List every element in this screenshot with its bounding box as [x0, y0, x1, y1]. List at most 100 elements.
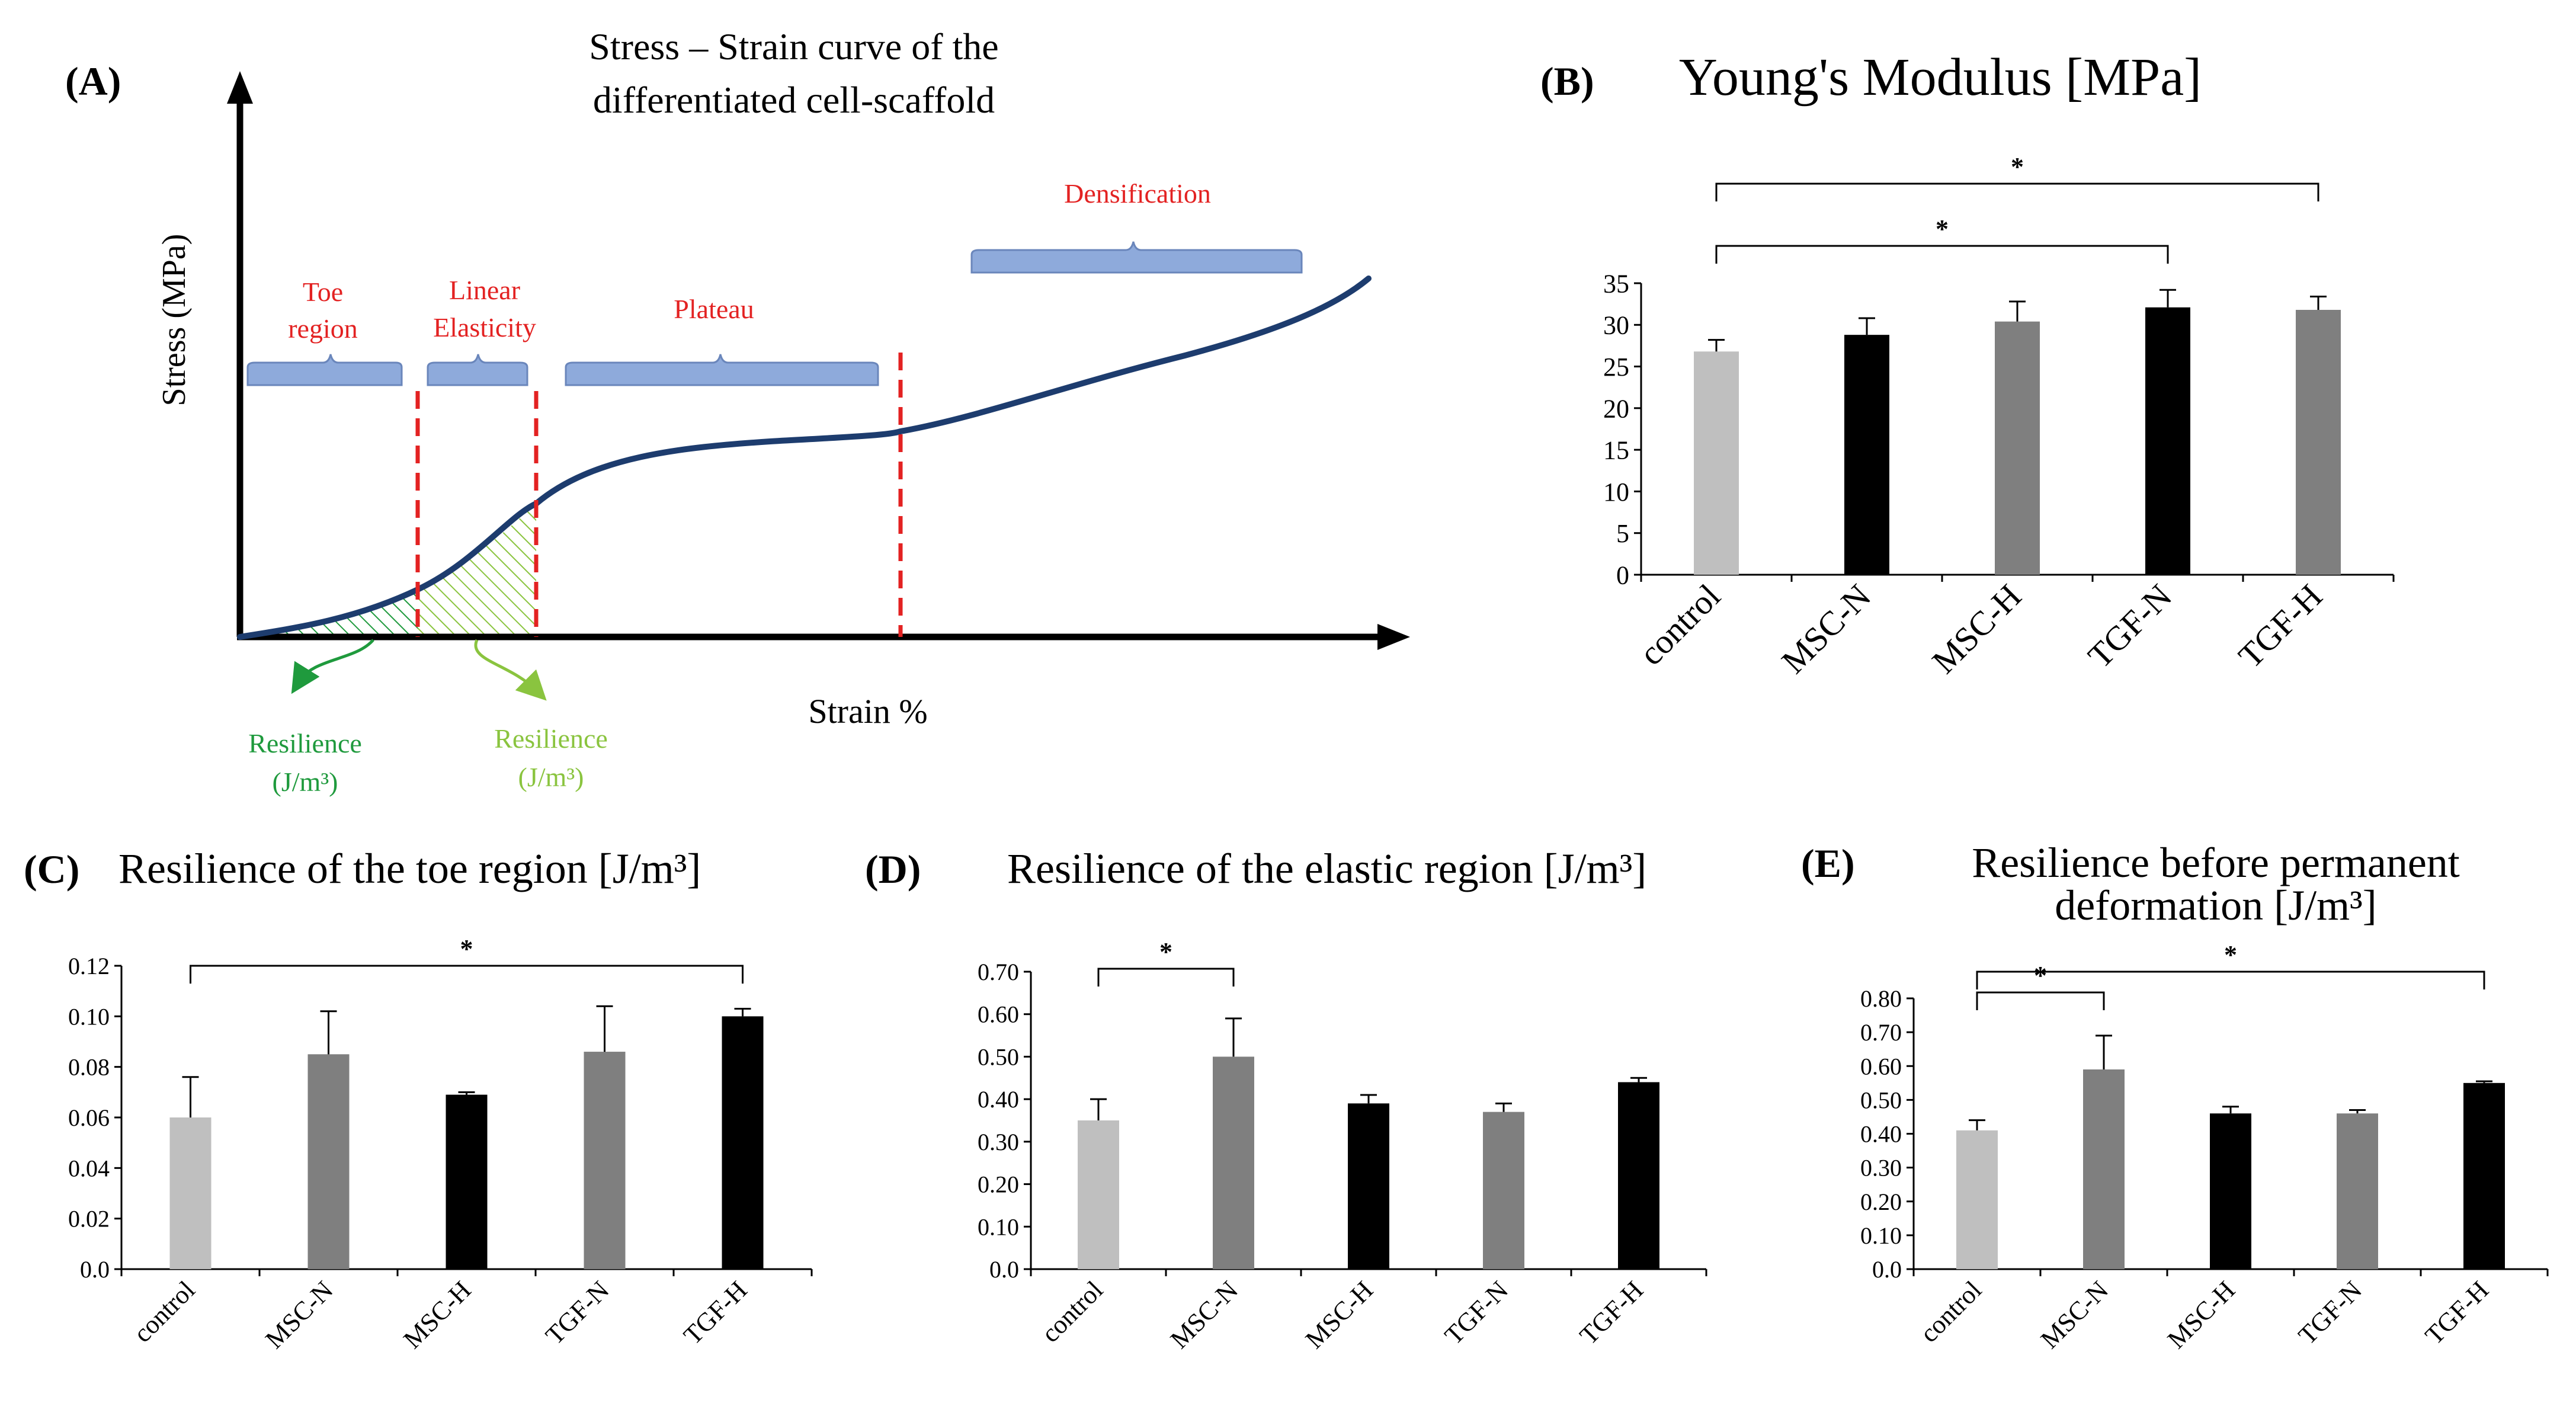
significance-star: * [1936, 214, 1949, 244]
densification-brace [970, 241, 1303, 274]
bar-tgf-h [1618, 1082, 1659, 1269]
linear-label-line2: Elasticity [433, 312, 536, 342]
y-tick-label: 0.30 [978, 1129, 1019, 1155]
y-tick-label: 0.30 [1860, 1155, 1902, 1181]
y-tick-label: 0.20 [1860, 1189, 1902, 1215]
bar-tgf-h [2296, 309, 2341, 575]
category-label-control: control [1036, 1275, 1108, 1348]
category-label-msc-h: MSC-H [1924, 577, 2029, 681]
resilience-toe-line1: Resilience [248, 728, 362, 758]
y-tick-label: 0.10 [68, 1003, 110, 1030]
category-label-msc-h: MSC-H [2162, 1275, 2241, 1354]
a-x-axis-label: Strain % [808, 692, 927, 731]
resilience-linear-line1: Resilience [494, 723, 608, 754]
toe-hatch-area [240, 590, 418, 637]
y-tick-label: 0.20 [978, 1171, 1019, 1198]
resilience-toe-arrow [291, 639, 374, 694]
significance-star: * [460, 934, 473, 963]
bar-tgf-n [1483, 1112, 1524, 1269]
panel-c-chart: (C) Resilience of the toe region [J/m³] 0.… [24, 845, 813, 1354]
bar-control [169, 1117, 212, 1269]
y-tick-label: 0.06 [68, 1104, 110, 1131]
y-tick-label: 0.08 [68, 1054, 110, 1081]
category-label-tgf-n: TGF-N [1439, 1275, 1514, 1350]
a-y-axis-label: Stress (MPa) [156, 234, 193, 406]
toe-brace [246, 354, 403, 386]
bar-control [1956, 1130, 1998, 1269]
chart-title: Resilience of the toe region [J/m³] [118, 845, 701, 892]
category-label-control: control [1632, 577, 1728, 672]
y-tick-label: 0.0 [1872, 1256, 1902, 1283]
significance-bracket [1715, 245, 2169, 264]
significance-bracket [1097, 968, 1235, 987]
bar-tgf-n [2337, 1113, 2378, 1269]
category-label-tgf-n: TGF-N [2080, 577, 2179, 675]
category-label-msc-n: MSC-N [1774, 577, 1878, 681]
y-tick-label: 0.70 [1860, 1019, 1902, 1046]
category-label-msc-h: MSC-H [1300, 1275, 1379, 1354]
plateau-label: Plateau [674, 294, 754, 324]
y-tick-label: 0.04 [68, 1155, 110, 1181]
panel-e-chart: (E) Resilience before permanentdeformatio… [1801, 839, 2549, 1354]
bar-tgf-h [2463, 1082, 2505, 1269]
densification-label: Densification [1064, 178, 1211, 209]
significance-star: * [2224, 940, 2237, 969]
toe-label-line2: region [288, 313, 358, 344]
bar-msc-n [307, 1054, 350, 1269]
panel-d-label: (D) [865, 847, 921, 892]
y-tick-label: 0.70 [978, 959, 1019, 985]
bar-tgf-n [2145, 307, 2190, 575]
category-label-msc-n: MSC-N [259, 1275, 338, 1354]
category-label-msc-n: MSC-N [2035, 1275, 2114, 1354]
panel-a-label: (A) [65, 59, 121, 104]
significance-star: * [1159, 937, 1172, 966]
panel-a-title-line2: differentiated cell-scaffold [593, 79, 995, 121]
resilience-linear-arrow [474, 639, 547, 701]
linear-hatch-area [418, 504, 536, 637]
y-tick-label: 10 [1603, 478, 1629, 507]
y-tick-label: 0.40 [978, 1086, 1019, 1113]
y-tick-label: 15 [1603, 436, 1629, 465]
chart-title: Resilience of the elastic region [J/m³] [1007, 845, 1646, 892]
y-tick-label: 5 [1616, 519, 1629, 548]
bar-tgf-h [722, 1016, 764, 1269]
y-tick-label: 0.02 [68, 1206, 110, 1232]
panel-b-label: (B) [1540, 59, 1594, 104]
panel-b-chart: (B) Young's Modulus [MPa] 0 5 10 15 20 25 30 35 co… [1540, 48, 2395, 681]
bar-control [1694, 351, 1739, 575]
significance-star: * [2034, 961, 2047, 990]
a-x-axis-arrow [1377, 624, 1410, 650]
y-tick-label: 0.80 [1860, 985, 1902, 1012]
significance-star: * [2011, 152, 2024, 181]
y-tick-label: 0.10 [978, 1213, 1019, 1240]
resilience-toe-line2: (J/m³) [273, 767, 338, 797]
bar-msc-h [2210, 1113, 2251, 1269]
category-label-tgf-h: TGF-H [2231, 577, 2330, 675]
panel-d-chart: (D) Resilience of the elastic region [J/m… [865, 845, 1707, 1354]
toe-label-line1: Toe [303, 277, 343, 307]
significance-bracket [1976, 971, 2485, 989]
y-tick-label: 20 [1603, 394, 1629, 423]
y-tick-label: 0.10 [1860, 1222, 1902, 1249]
linear-label-line1: Linear [449, 275, 520, 305]
y-tick-label: 0.12 [68, 953, 110, 979]
a-y-axis-arrow [227, 71, 253, 104]
significance-bracket [190, 965, 744, 984]
category-label-control: control [1914, 1275, 1987, 1348]
chart-title-line1: Resilience before permanent [1972, 839, 2460, 886]
y-tick-label: 0.60 [1860, 1053, 1902, 1080]
significance-bracket [1715, 182, 2319, 201]
chart-title: Young's Modulus [MPa] [1679, 48, 2202, 107]
panel-a: (A) Stress – Strain curve of the differe… [65, 25, 1410, 797]
y-tick-label: 0 [1616, 561, 1629, 590]
y-tick-label: 25 [1603, 353, 1629, 382]
panel-c-label: (C) [24, 847, 79, 892]
y-tick-label: 0.40 [1860, 1121, 1902, 1148]
panel-e-label: (E) [1801, 841, 1855, 886]
bar-msc-n [1213, 1056, 1254, 1269]
category-label-msc-n: MSC-N [1165, 1275, 1244, 1354]
y-tick-label: 35 [1603, 269, 1629, 298]
y-tick-label: 0.0 [80, 1256, 110, 1283]
y-tick-label: 0.50 [1860, 1087, 1902, 1113]
